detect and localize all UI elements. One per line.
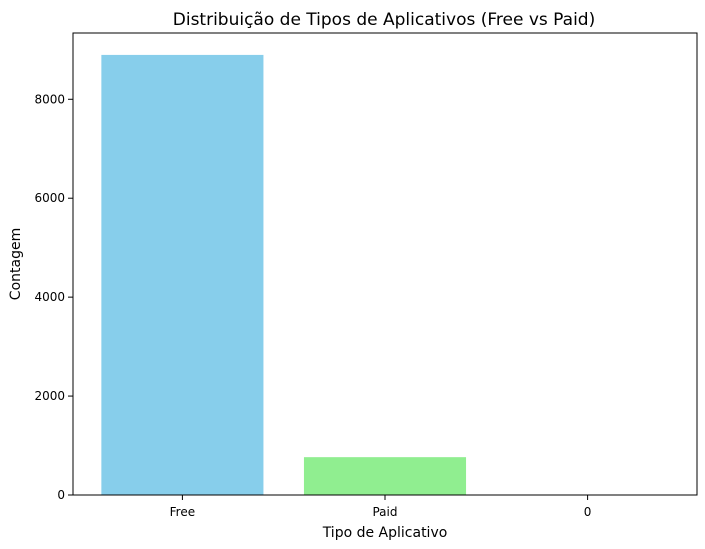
x-tick-label: Free xyxy=(170,505,195,519)
bar-paid xyxy=(303,457,467,495)
y-tick-label: 4000 xyxy=(34,290,65,304)
bars-group xyxy=(101,54,669,496)
plot-frame xyxy=(72,32,698,496)
x-tick-label: Paid xyxy=(372,505,397,519)
y-tick-label: 2000 xyxy=(34,389,65,403)
y-tick-label: 8000 xyxy=(34,92,65,106)
y-axis-label: Contagem xyxy=(8,228,24,300)
y-tick-label: 6000 xyxy=(34,191,65,205)
x-axis-ticks: Free Paid 0 xyxy=(170,495,592,519)
chart-title: Distribuição de Tipos de Aplicativos (Fr… xyxy=(173,10,595,30)
x-tick-label: 0 xyxy=(584,505,592,519)
x-axis-label: Tipo de Aplicativo xyxy=(322,525,448,541)
y-axis-ticks: 0 2000 4000 6000 8000 xyxy=(34,92,73,502)
bar-free xyxy=(101,54,264,496)
y-tick-label: 0 xyxy=(57,488,65,502)
